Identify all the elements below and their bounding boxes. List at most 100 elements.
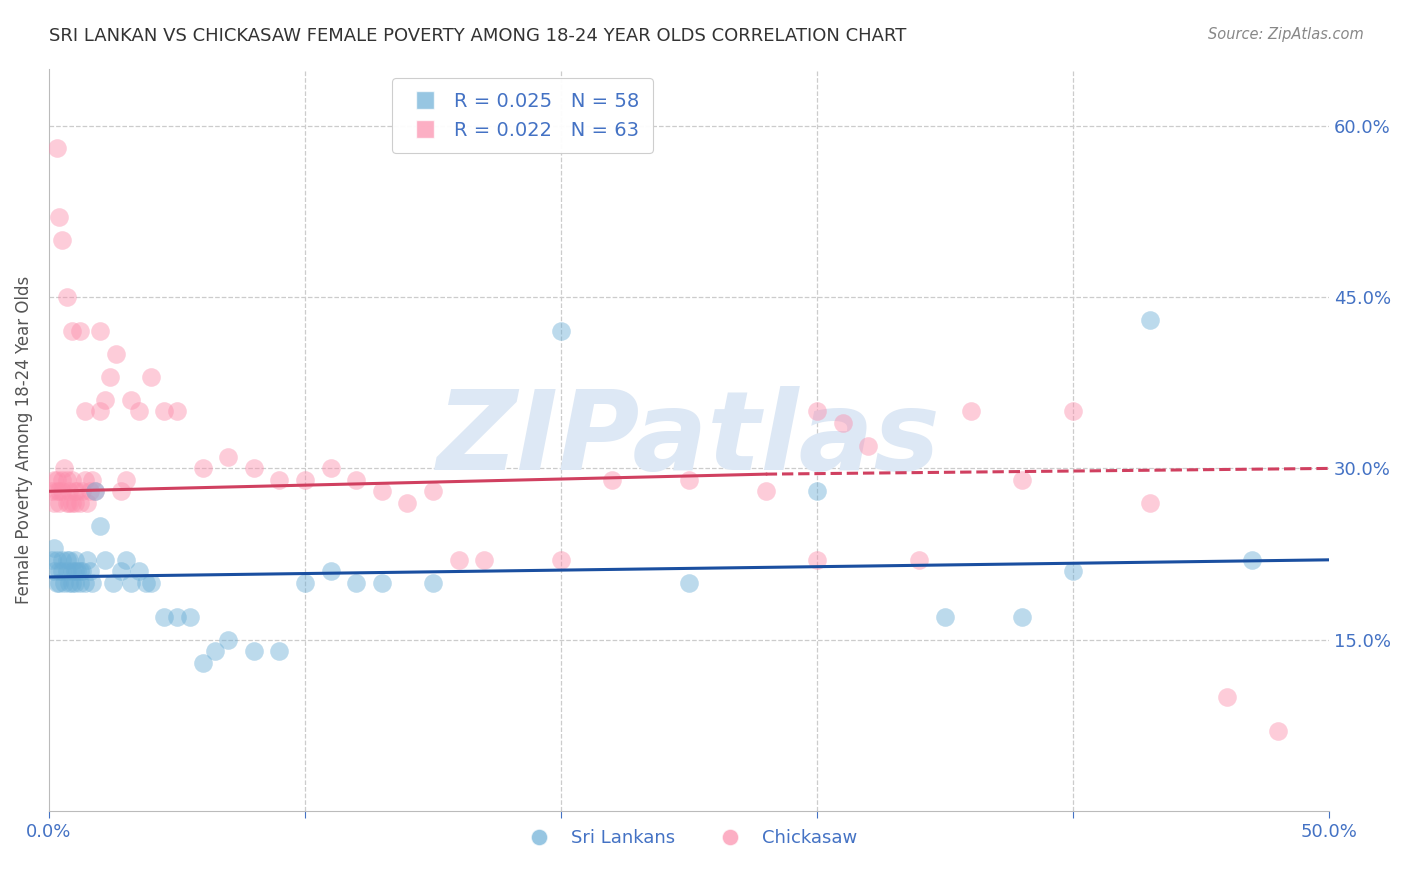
- Sri Lankans: [41, 553, 63, 567]
- Chickasaw: [1062, 404, 1084, 418]
- Sri Lankans: [94, 553, 117, 567]
- Legend: Sri Lankans, Chickasaw: Sri Lankans, Chickasaw: [513, 822, 865, 855]
- Chickasaw: [344, 473, 367, 487]
- Chickasaw: [48, 484, 70, 499]
- Chickasaw: [84, 484, 107, 499]
- Chickasaw: [447, 553, 470, 567]
- Chickasaw: [51, 484, 73, 499]
- Chickasaw: [319, 461, 342, 475]
- Sri Lankans: [550, 324, 572, 338]
- Chickasaw: [678, 473, 700, 487]
- Chickasaw: [73, 473, 96, 487]
- Sri Lankans: [79, 564, 101, 578]
- Sri Lankans: [110, 564, 132, 578]
- Chickasaw: [76, 496, 98, 510]
- Chickasaw: [53, 461, 76, 475]
- Chickasaw: [472, 553, 495, 567]
- Sri Lankans: [1062, 564, 1084, 578]
- Chickasaw: [806, 553, 828, 567]
- Chickasaw: [51, 473, 73, 487]
- Chickasaw: [1215, 690, 1237, 704]
- Sri Lankans: [51, 564, 73, 578]
- Point: [56, 290, 79, 304]
- Chickasaw: [166, 404, 188, 418]
- Sri Lankans: [217, 632, 239, 647]
- Sri Lankans: [204, 644, 226, 658]
- Chickasaw: [63, 496, 86, 510]
- Chickasaw: [66, 484, 89, 499]
- Sri Lankans: [344, 575, 367, 590]
- Sri Lankans: [128, 564, 150, 578]
- Chickasaw: [128, 404, 150, 418]
- Point: [69, 324, 91, 338]
- Chickasaw: [831, 416, 853, 430]
- Chickasaw: [191, 461, 214, 475]
- Chickasaw: [120, 392, 142, 407]
- Text: Source: ZipAtlas.com: Source: ZipAtlas.com: [1208, 27, 1364, 42]
- Chickasaw: [153, 404, 176, 418]
- Sri Lankans: [69, 564, 91, 578]
- Sri Lankans: [934, 610, 956, 624]
- Sri Lankans: [191, 656, 214, 670]
- Chickasaw: [82, 473, 104, 487]
- Sri Lankans: [114, 553, 136, 567]
- Chickasaw: [41, 484, 63, 499]
- Chickasaw: [60, 496, 83, 510]
- Chickasaw: [217, 450, 239, 464]
- Chickasaw: [755, 484, 778, 499]
- Sri Lankans: [678, 575, 700, 590]
- Chickasaw: [56, 496, 79, 510]
- Chickasaw: [69, 496, 91, 510]
- Sri Lankans: [58, 553, 80, 567]
- Point: [89, 324, 111, 338]
- Chickasaw: [48, 496, 70, 510]
- Sri Lankans: [58, 575, 80, 590]
- Sri Lankans: [1241, 553, 1264, 567]
- Chickasaw: [94, 392, 117, 407]
- Sri Lankans: [135, 575, 157, 590]
- Sri Lankans: [1011, 610, 1033, 624]
- Sri Lankans: [63, 575, 86, 590]
- Text: ZIPatlas: ZIPatlas: [437, 386, 941, 493]
- Chickasaw: [58, 496, 80, 510]
- Point: [48, 210, 70, 224]
- Sri Lankans: [153, 610, 176, 624]
- Chickasaw: [56, 473, 79, 487]
- Sri Lankans: [42, 564, 65, 578]
- Sri Lankans: [63, 553, 86, 567]
- Sri Lankans: [101, 575, 124, 590]
- Sri Lankans: [73, 575, 96, 590]
- Chickasaw: [79, 484, 101, 499]
- Chickasaw: [42, 496, 65, 510]
- Sri Lankans: [120, 575, 142, 590]
- Sri Lankans: [60, 575, 83, 590]
- Chickasaw: [1139, 496, 1161, 510]
- Chickasaw: [1267, 724, 1289, 739]
- Sri Lankans: [48, 575, 70, 590]
- Sri Lankans: [53, 575, 76, 590]
- Point: [45, 141, 67, 155]
- Chickasaw: [110, 484, 132, 499]
- Chickasaw: [550, 553, 572, 567]
- Sri Lankans: [42, 541, 65, 556]
- Chickasaw: [959, 404, 981, 418]
- Sri Lankans: [72, 564, 94, 578]
- Point: [60, 324, 83, 338]
- Chickasaw: [242, 461, 264, 475]
- Chickasaw: [1011, 473, 1033, 487]
- Sri Lankans: [48, 564, 70, 578]
- Sri Lankans: [63, 564, 86, 578]
- Chickasaw: [63, 484, 86, 499]
- Point: [73, 404, 96, 418]
- Chickasaw: [294, 473, 316, 487]
- Sri Lankans: [51, 553, 73, 567]
- Sri Lankans: [45, 575, 67, 590]
- Chickasaw: [371, 484, 394, 499]
- Chickasaw: [45, 484, 67, 499]
- Chickasaw: [269, 473, 291, 487]
- Sri Lankans: [45, 553, 67, 567]
- Sri Lankans: [69, 575, 91, 590]
- Sri Lankans: [82, 575, 104, 590]
- Point: [806, 404, 828, 418]
- Chickasaw: [114, 473, 136, 487]
